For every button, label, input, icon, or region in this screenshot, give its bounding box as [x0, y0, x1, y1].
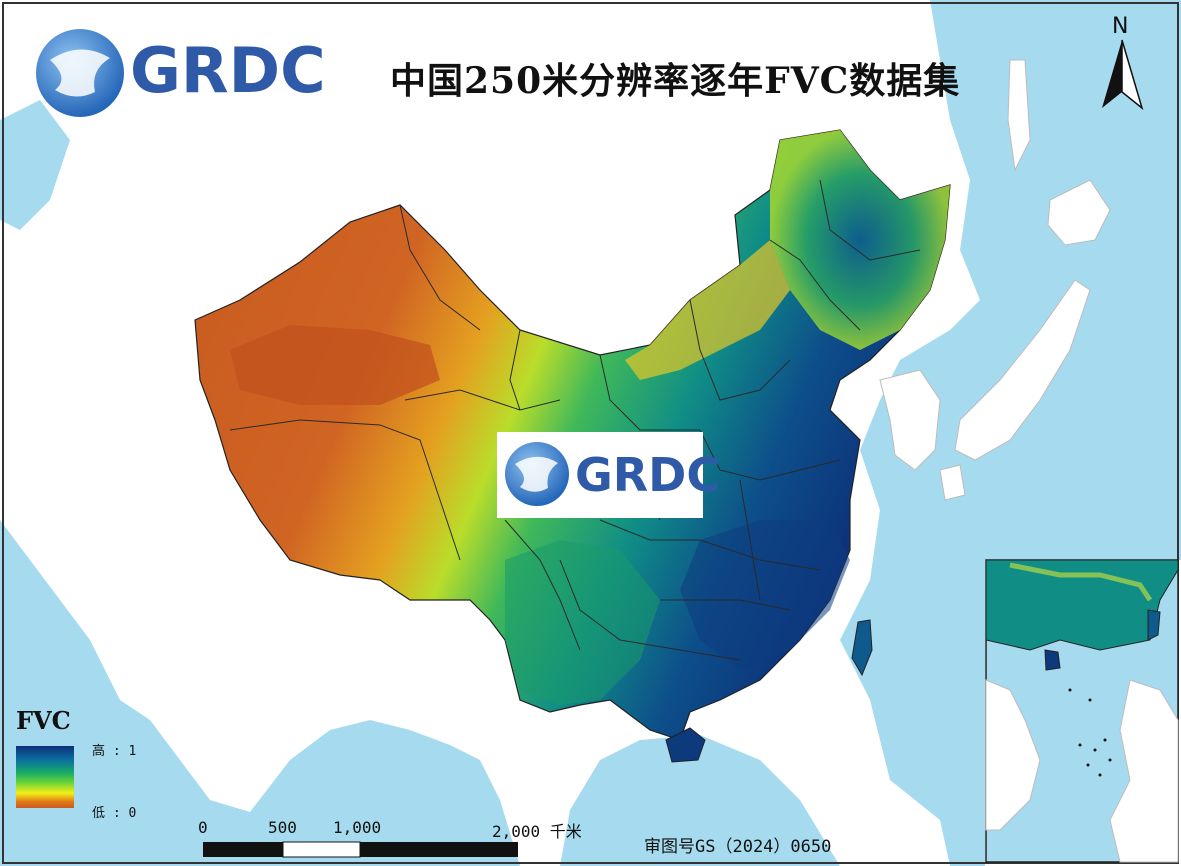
sea-caspian	[0, 100, 70, 230]
sea-bay-of-bengal	[0, 520, 520, 866]
legend-color-ramp	[16, 746, 74, 808]
scale-label-1000: 1,000	[333, 818, 382, 837]
korea-peninsula	[879, 369, 941, 471]
map-title: 中国250米分辨率逐年FVC数据集	[390, 60, 961, 102]
province-boundaries	[229, 179, 921, 661]
islands-dots	[1068, 688, 1112, 777]
neighbor-land	[879, 59, 1111, 501]
center-logo-text: GRDC	[575, 448, 721, 502]
southwest-green	[505, 540, 660, 705]
japan-hokkaido	[1047, 179, 1111, 246]
legend-high-label: 高 : 1	[92, 744, 137, 759]
hainan	[665, 727, 706, 763]
tarim-desert	[230, 325, 440, 405]
grdc-logo-icon	[36, 29, 124, 117]
taiwan	[851, 619, 873, 677]
sea-south-china	[560, 735, 840, 866]
sakhalin	[1007, 59, 1031, 172]
legend-title: FVC	[16, 706, 71, 735]
scale-bar	[203, 841, 518, 858]
yellow-belt-north	[625, 240, 790, 380]
northeast-forest	[770, 130, 950, 350]
north-arrow-icon	[1102, 39, 1144, 111]
logo-text: GRDC	[130, 34, 326, 107]
north-label: N	[1112, 14, 1129, 39]
scale-label-2000: 2,000 千米	[492, 822, 582, 841]
south-china-sea-inset	[985, 559, 1179, 863]
japan-kyushu	[939, 464, 966, 501]
south-dark-forest	[680, 520, 850, 670]
japan-honshu	[954, 279, 1091, 461]
grdc-center-logo-icon	[497, 432, 703, 518]
legend-low-label: 低 : 0	[92, 806, 137, 821]
scale-label-0: 0	[198, 818, 208, 837]
approval-number: 审图号GS（2024）0650	[644, 837, 832, 857]
scale-label-500: 500	[268, 818, 297, 837]
